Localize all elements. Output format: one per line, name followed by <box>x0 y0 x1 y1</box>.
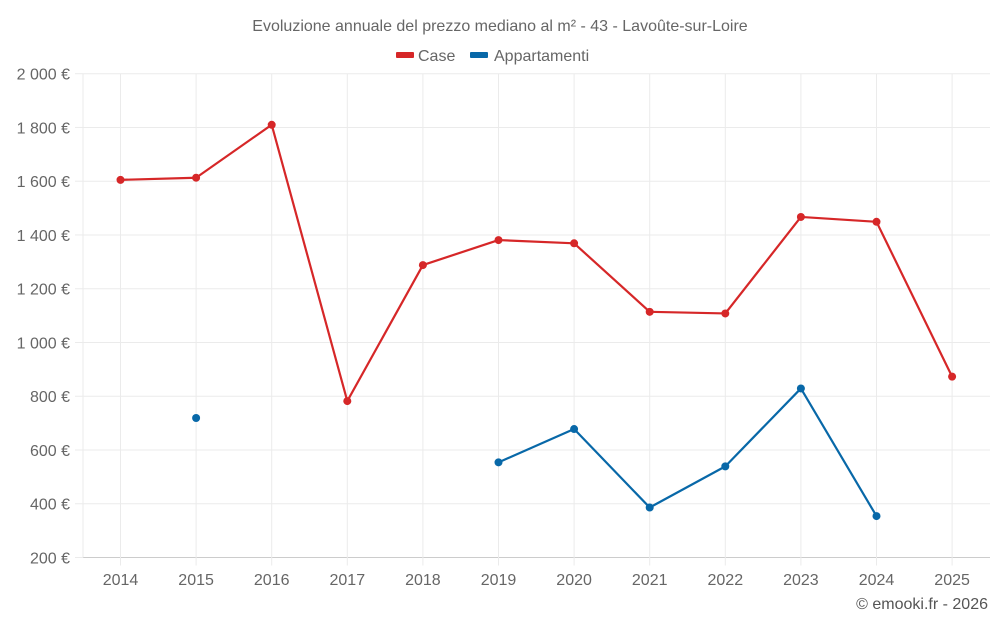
data-point <box>721 462 730 471</box>
x-tick-label: 2019 <box>481 572 517 589</box>
data-point <box>192 173 201 182</box>
x-tick-label: 2017 <box>330 572 366 589</box>
series-line-segment <box>724 215 803 315</box>
data-point <box>494 236 503 245</box>
data-point <box>494 458 503 467</box>
y-tick-label: 800 € <box>30 389 70 406</box>
series-case <box>116 120 957 406</box>
grid <box>75 73 990 566</box>
y-tick-label: 2 000 € <box>17 67 70 84</box>
x-tick-label: 2016 <box>254 572 290 589</box>
data-point <box>645 307 654 316</box>
x-tick-label: 2023 <box>783 572 819 589</box>
y-tick-label: 1 400 € <box>17 228 70 245</box>
legend-swatch <box>396 52 414 58</box>
legend: Case Appartamenti <box>396 48 589 65</box>
y-tick-label: 200 € <box>30 551 70 568</box>
series-line-segment <box>497 427 576 464</box>
data-point <box>872 512 881 521</box>
y-axis: 200 € 400 € 600 € 800 € 1 000 € 1 200 € 1 400 … <box>17 67 70 568</box>
data-point <box>116 175 125 184</box>
legend-item-appartamenti[interactable]: Appartamenti <box>470 48 589 65</box>
series-line-segment <box>421 238 500 267</box>
data-point <box>570 425 579 434</box>
data-point <box>645 503 654 512</box>
series-line-segment <box>648 310 727 315</box>
x-tick-label: 2024 <box>859 572 895 589</box>
y-tick-label: 400 € <box>30 497 70 514</box>
y-tick-label: 1 600 € <box>17 174 70 191</box>
data-point <box>343 397 352 406</box>
x-tick-label: 2020 <box>556 572 592 589</box>
legend-label: Case <box>418 48 455 65</box>
data-point <box>192 414 201 423</box>
series-line-segment <box>799 387 878 518</box>
y-tick-label: 600 € <box>30 443 70 460</box>
data-point <box>796 212 805 221</box>
y-tick-label: 1 000 € <box>17 335 70 352</box>
series-line-segment <box>195 123 273 179</box>
credit-text: © emooki.fr - 2026 <box>856 596 988 613</box>
series-appartamenti <box>192 384 881 521</box>
series-line-segment <box>648 465 727 509</box>
series-line-segment <box>346 263 424 403</box>
legend-swatch <box>470 52 488 58</box>
series-line-segment <box>724 387 803 468</box>
x-tick-label: 2015 <box>178 572 214 589</box>
data-point <box>721 309 730 318</box>
series-line-segment <box>497 238 576 245</box>
x-tick-label: 2025 <box>934 572 970 589</box>
data-point <box>796 384 805 393</box>
x-axis: 2014 2015 2016 2017 2018 2019 2020 2021 2022 2023… <box>103 572 970 589</box>
x-tick-label: 2022 <box>708 572 744 589</box>
series-line-segment <box>572 427 651 509</box>
data-point <box>267 120 276 129</box>
y-tick-label: 1 200 € <box>17 282 70 299</box>
x-tick-label: 2021 <box>632 572 668 589</box>
data-point <box>948 372 957 381</box>
chart-title: Evoluzione annuale del prezzo mediano al… <box>252 18 747 35</box>
data-point <box>872 217 881 226</box>
series-line-segment <box>572 242 651 313</box>
data-point <box>418 261 427 270</box>
legend-label: Appartamenti <box>494 48 589 65</box>
series-group <box>116 120 957 521</box>
data-point <box>570 239 579 248</box>
y-tick-label: 1 800 € <box>17 120 70 137</box>
series-line-segment <box>799 215 878 223</box>
series-line-segment <box>270 123 349 403</box>
legend-item-case[interactable]: Case <box>396 48 455 65</box>
series-line-segment <box>875 220 954 378</box>
x-tick-label: 2014 <box>103 572 139 589</box>
x-tick-label: 2018 <box>405 572 441 589</box>
series-line-segment <box>119 176 198 181</box>
